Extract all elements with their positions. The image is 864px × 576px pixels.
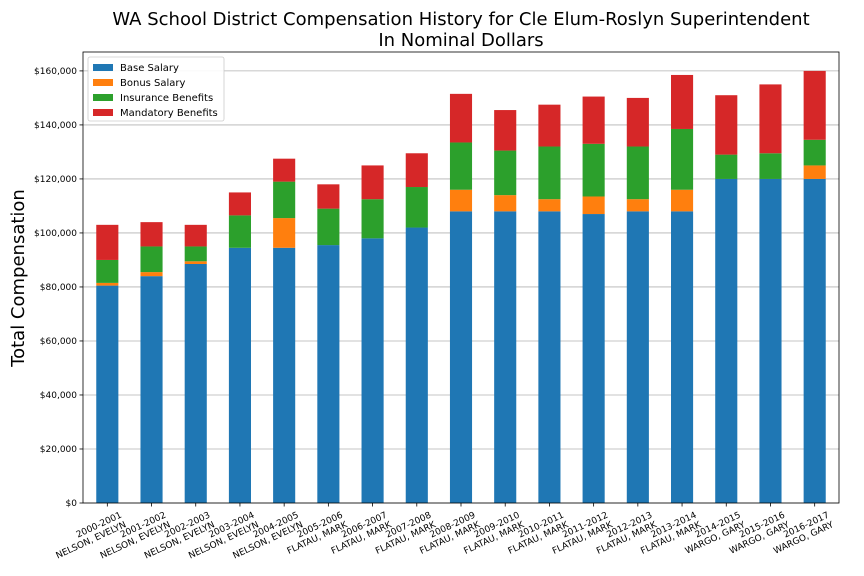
bar-segment-base-salary <box>228 247 251 503</box>
bar-segment-base-salary <box>317 245 340 503</box>
bar-segment-mandatory-benefits <box>449 93 473 143</box>
y-tick-label: $160,000 <box>34 67 77 77</box>
bar-segment-bonus-salary <box>273 218 296 248</box>
bar-segment-base-salary <box>184 263 207 503</box>
bar-segment-insurance-benefits <box>273 181 296 219</box>
bar-segment-mandatory-benefits <box>671 74 694 129</box>
bar-segment-mandatory-benefits <box>715 95 738 155</box>
bar-segment-bonus-salary <box>494 195 517 212</box>
bar-segment-mandatory-benefits <box>803 70 826 140</box>
bar-segment-mandatory-benefits <box>184 224 207 247</box>
bar-segment-insurance-benefits <box>626 146 649 200</box>
bar-segment-base-salary <box>96 285 119 503</box>
bar-segment-base-salary <box>538 211 561 503</box>
bar-segment-bonus-salary <box>582 196 605 215</box>
bar-segment-mandatory-benefits <box>273 158 296 182</box>
legend-label: Bonus Salary <box>120 78 186 89</box>
bar-segment-base-salary <box>803 178 826 503</box>
bar-segment-bonus-salary <box>184 261 207 264</box>
y-tick-label: $60,000 <box>40 337 77 347</box>
y-tick-label: $0 <box>66 499 78 509</box>
x-tick-labels: 2000-2001NELSON, EVELYN2001-2002NELSON, … <box>55 503 836 561</box>
bar-segment-bonus-salary <box>626 199 649 212</box>
bar-segment-insurance-benefits <box>582 143 605 197</box>
bar-segment-insurance-benefits <box>803 139 826 166</box>
legend-box <box>87 56 225 122</box>
bar-segment-bonus-salary <box>96 282 119 286</box>
legend: Base Salary Bonus Salary Insurance Benefit… <box>87 56 225 122</box>
bar-segment-base-salary <box>361 238 384 504</box>
legend-label: Base Salary <box>120 63 179 74</box>
bar-segment-insurance-benefits <box>671 128 694 190</box>
bar-segment-insurance-benefits <box>361 199 384 239</box>
bar-segment-base-salary <box>582 214 605 503</box>
bar-segment-bonus-salary <box>803 165 826 179</box>
bar-segment-bonus-salary <box>449 189 473 212</box>
y-tick-label: $20,000 <box>40 445 77 455</box>
bar-segment-insurance-benefits <box>140 246 163 273</box>
bar-segment-base-salary <box>273 247 296 503</box>
y-tick-label: $140,000 <box>34 121 77 131</box>
bar-segment-base-salary <box>449 211 473 503</box>
legend-swatch <box>93 94 113 101</box>
y-tick-label: $100,000 <box>34 229 77 239</box>
bar-segment-insurance-benefits <box>494 150 517 196</box>
bar-segment-insurance-benefits <box>184 246 207 262</box>
bar-segment-mandatory-benefits <box>140 222 163 247</box>
chart-title: WA School District Compensation History … <box>112 9 809 30</box>
bar-segment-bonus-salary <box>671 189 694 212</box>
bar-segment-mandatory-benefits <box>361 165 384 200</box>
bar-segment-base-salary <box>140 276 163 503</box>
legend-swatch <box>93 64 113 71</box>
bar-segment-base-salary <box>715 178 738 503</box>
legend-swatch <box>93 79 113 86</box>
bar-segment-mandatory-benefits <box>317 184 340 209</box>
bar-segment-mandatory-benefits <box>538 104 561 147</box>
bar-segment-insurance-benefits <box>449 142 473 190</box>
bar-segment-insurance-benefits <box>715 154 738 179</box>
bar-segment-bonus-salary <box>538 199 561 212</box>
bar-segment-mandatory-benefits <box>759 84 782 154</box>
y-tick-labels: $0 $20,000 $40,000 $60,000 $80,000 $100,000 $1… <box>34 67 83 509</box>
bar-segment-mandatory-benefits <box>405 153 428 188</box>
bar-segment-mandatory-benefits <box>626 97 649 147</box>
bar-segment-mandatory-benefits <box>582 96 605 144</box>
bar-segment-mandatory-benefits <box>494 110 517 151</box>
bars <box>96 70 826 504</box>
chart-subtitle: In Nominal Dollars <box>378 30 543 51</box>
bar-segment-insurance-benefits <box>759 153 782 179</box>
bar-segment-base-salary <box>405 227 428 503</box>
bar-segment-base-salary <box>626 211 649 503</box>
bar-segment-base-salary <box>671 211 694 503</box>
bar-segment-insurance-benefits <box>405 187 428 228</box>
bar-segment-insurance-benefits <box>538 146 561 200</box>
y-tick-label: $80,000 <box>40 283 77 293</box>
bar-segment-base-salary <box>494 211 517 503</box>
legend-label: Mandatory Benefits <box>120 108 218 119</box>
bar-segment-insurance-benefits <box>96 259 119 283</box>
bar-segment-bonus-salary <box>140 272 163 277</box>
y-tick-label: $120,000 <box>34 175 77 185</box>
bar-segment-insurance-benefits <box>317 208 340 246</box>
y-tick-label: $40,000 <box>40 391 77 401</box>
legend-swatch <box>93 109 113 116</box>
bar-segment-mandatory-benefits <box>96 224 119 260</box>
bar-segment-base-salary <box>759 178 782 503</box>
y-axis-label: Total Compensation <box>8 189 29 368</box>
legend-label: Insurance Benefits <box>120 93 213 104</box>
bar-segment-insurance-benefits <box>228 215 251 248</box>
bar-segment-mandatory-benefits <box>228 192 251 216</box>
